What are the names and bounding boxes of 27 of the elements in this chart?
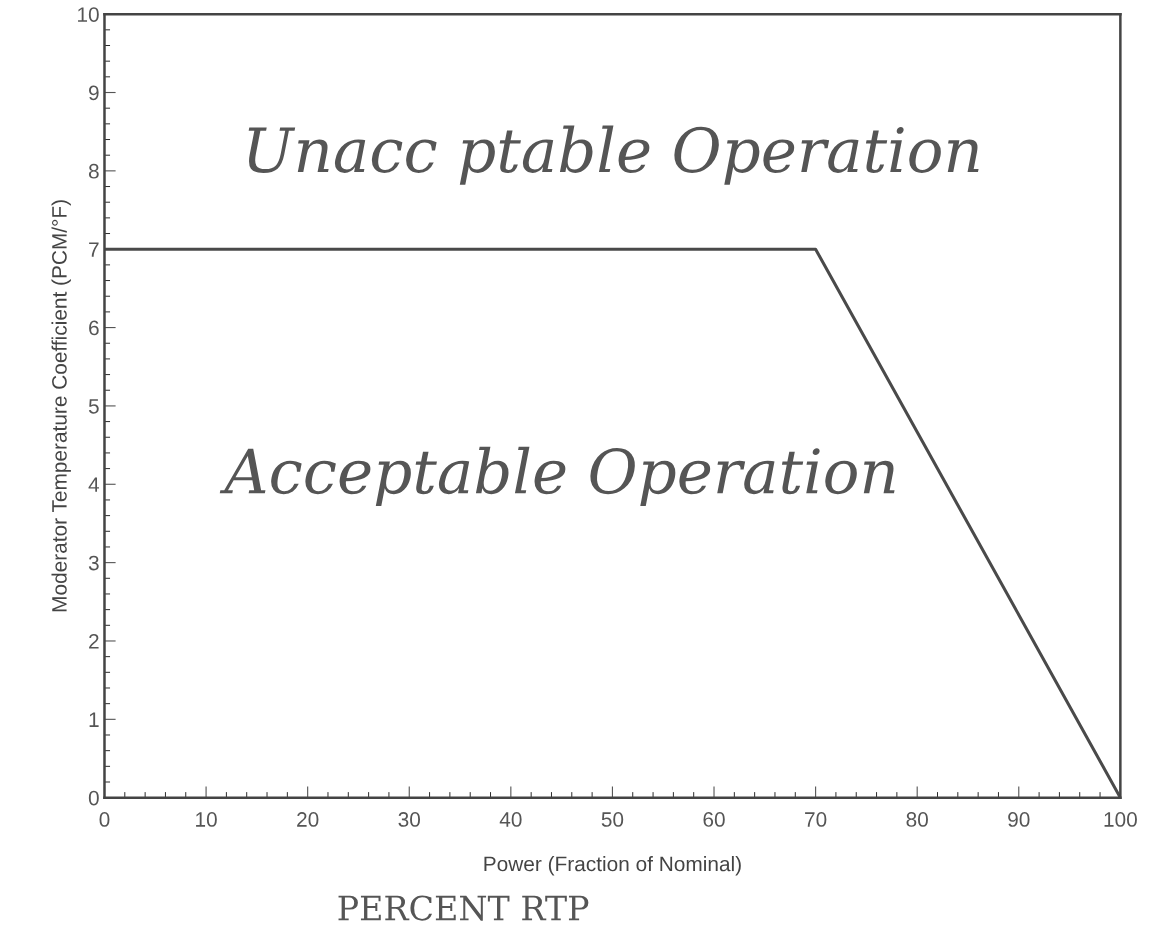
y-tick-label: 4 — [88, 477, 100, 492]
x-tick-label: 70 — [805, 812, 827, 827]
y-tick-label: 8 — [88, 163, 99, 179]
y-tick-label: 2 — [89, 633, 99, 649]
x-tick-label: 30 — [398, 812, 421, 827]
x-axis-title: Power (Fraction of Nominal) — [484, 855, 741, 876]
y-tick-label: 3 — [88, 555, 99, 571]
text: PERCENT RTP — [338, 895, 589, 921]
y-tick-label: 10 — [78, 7, 99, 22]
x-tick-label: 20 — [297, 812, 319, 827]
y-axis-title: Moderator Temperature Coefficient (PCM/°F) — [51, 200, 71, 612]
y-tick-label: 0 — [88, 790, 99, 806]
y-tick-label: 9 — [89, 85, 99, 101]
y-tick-label: 6 — [89, 320, 99, 336]
x-tick-label: 90 — [1008, 812, 1030, 827]
annotation: Unacc ptable Operation — [248, 125, 979, 185]
x-tick-label: 100 — [1104, 812, 1137, 827]
x-tick-label: 60 — [703, 812, 725, 827]
x-tick-label: 0 — [99, 812, 110, 827]
y-tick-label: 5 — [88, 399, 99, 414]
x-tick-label: 50 — [601, 812, 624, 827]
y-tick-label: 1 — [89, 712, 99, 727]
x-tick-label: 40 — [499, 812, 522, 827]
y-tick-label: 7 — [89, 242, 99, 257]
x-tick-label: 80 — [906, 812, 928, 827]
annotation: Acceptable Operation — [219, 446, 895, 507]
x-tick-label: 10 — [196, 812, 217, 827]
